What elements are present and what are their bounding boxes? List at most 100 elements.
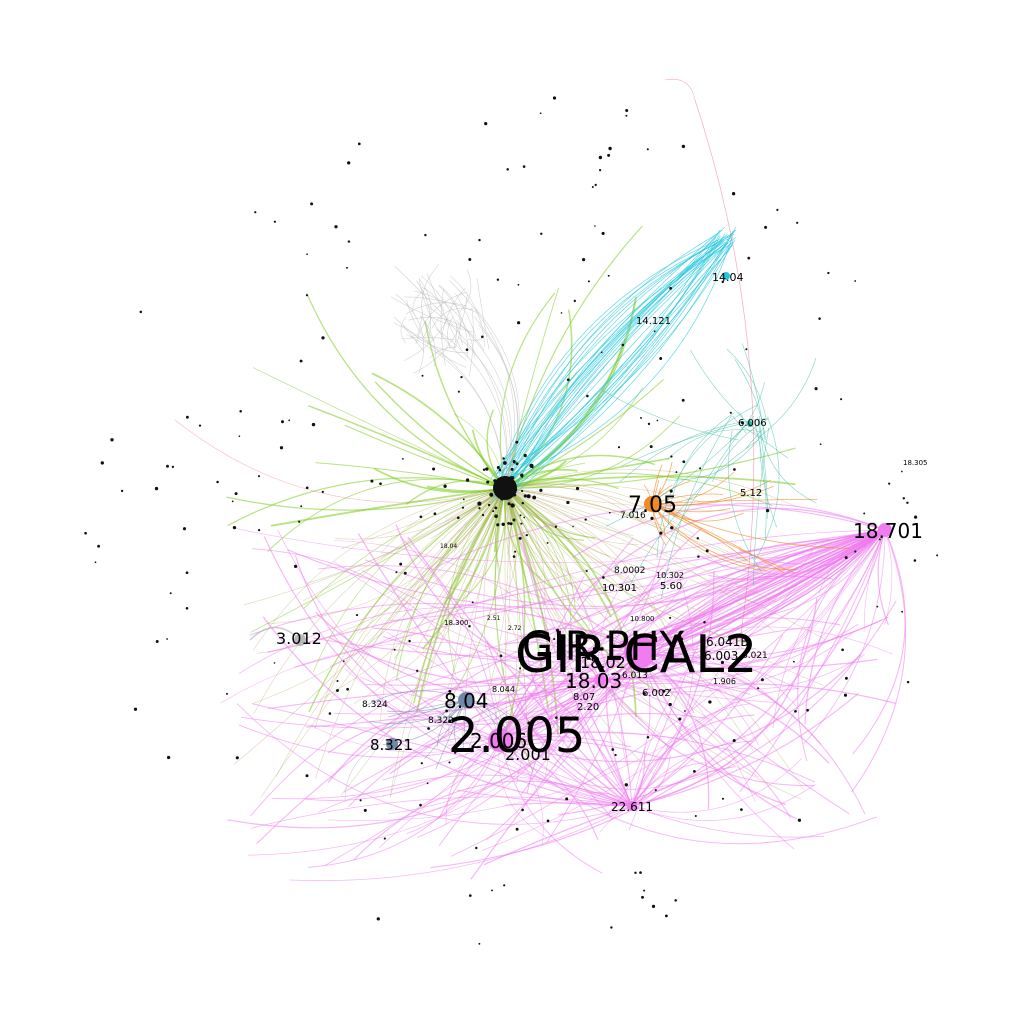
graph-edge xyxy=(390,529,886,622)
graph-node xyxy=(646,736,650,739)
graph-edge xyxy=(319,487,506,713)
graph-edge xyxy=(306,487,506,584)
graph-edge xyxy=(386,631,633,807)
graph-edge xyxy=(308,404,506,489)
graph-node xyxy=(336,680,339,682)
graph-edge xyxy=(664,78,696,101)
graph-edge xyxy=(499,732,688,741)
graph-node xyxy=(523,516,526,519)
graph-edge xyxy=(599,527,702,681)
hub-6006-node xyxy=(747,421,753,427)
graph-node xyxy=(740,808,743,811)
graph-node xyxy=(506,168,509,171)
node-label-6021: 6.021 xyxy=(742,651,768,661)
graph-node xyxy=(539,112,542,115)
graph-node xyxy=(621,343,625,347)
graph-node xyxy=(527,721,531,725)
graph-node xyxy=(646,148,649,151)
graph-edge xyxy=(260,487,506,798)
node-label-8322: 8.322 xyxy=(428,716,454,726)
graph-edge xyxy=(502,239,718,480)
graph-node xyxy=(854,550,857,553)
graph-edge xyxy=(249,603,641,653)
graph-node xyxy=(97,544,101,548)
graph-node xyxy=(231,500,234,503)
graph-node xyxy=(481,513,485,517)
graph-edge xyxy=(378,739,501,848)
graph-edge xyxy=(451,487,509,785)
graph-node xyxy=(336,689,339,692)
graph-node xyxy=(669,489,673,493)
graph-node xyxy=(235,756,239,760)
graph-node xyxy=(863,512,866,515)
label-layer: GIR-CAL2 GIR-PHY 2.005 18.701 7.05 3.012… xyxy=(276,271,928,814)
graph-node xyxy=(498,468,502,472)
graph-edge xyxy=(319,487,506,701)
graph-edge xyxy=(447,316,454,349)
graph-edge xyxy=(387,699,467,713)
graph-edge xyxy=(394,487,506,612)
graph-edge xyxy=(395,524,601,681)
graph-node xyxy=(546,541,549,544)
graph-edge xyxy=(639,651,850,815)
graph-edge xyxy=(851,529,906,793)
graph-edge xyxy=(393,487,506,660)
graph-node xyxy=(901,610,904,613)
graph-node xyxy=(818,317,821,320)
graph-node xyxy=(420,762,423,765)
graph-node xyxy=(419,515,423,519)
graph-edge xyxy=(516,227,737,482)
graph-node xyxy=(293,564,298,569)
graph-edge xyxy=(504,483,659,510)
graph-node xyxy=(133,707,138,711)
graph-node xyxy=(654,789,657,792)
node-label-10302: 10.302 xyxy=(656,571,684,580)
graph-edge xyxy=(631,783,816,821)
graph-edge xyxy=(344,424,506,489)
graph-edge xyxy=(499,538,831,741)
graph-node xyxy=(594,225,596,227)
graph-edge xyxy=(504,487,629,604)
graph-edge xyxy=(504,487,612,618)
graph-node xyxy=(120,489,124,493)
graph-edge xyxy=(419,278,432,338)
graph-node xyxy=(841,648,844,652)
graph-edge xyxy=(426,304,508,489)
graph-edge xyxy=(393,316,425,353)
graph-edge xyxy=(504,487,637,718)
graph-node xyxy=(470,722,473,725)
graph-node xyxy=(512,460,516,464)
graph-node xyxy=(169,592,172,595)
graph-edge xyxy=(333,540,601,681)
graph-node xyxy=(844,676,848,680)
graph-node xyxy=(760,678,764,682)
graph-edge xyxy=(505,231,734,503)
graph-edge xyxy=(395,487,506,681)
graph-edge xyxy=(220,641,601,704)
graph-node xyxy=(519,667,522,670)
graph-edge xyxy=(639,651,866,815)
graph-node xyxy=(684,710,686,712)
graph-edge xyxy=(651,503,749,562)
graph-edge xyxy=(504,487,725,568)
graph-edge xyxy=(324,679,601,866)
graph-node xyxy=(448,719,452,723)
hub-705-node xyxy=(644,496,660,512)
graph-edge xyxy=(262,616,633,807)
hub-label-3012: 3.012 xyxy=(276,629,322,648)
graph-edge xyxy=(340,487,506,796)
graph-edge xyxy=(504,487,568,683)
graph-edge xyxy=(665,529,886,670)
graph-node xyxy=(608,146,612,151)
graph-node xyxy=(906,501,909,505)
graph-edge xyxy=(501,241,725,474)
graph-edge xyxy=(734,359,767,441)
graph-edge xyxy=(417,310,423,336)
hub-1404-node xyxy=(722,272,730,280)
graph-node xyxy=(503,884,506,887)
graph-edge xyxy=(422,287,445,311)
graph-node xyxy=(566,500,570,505)
graph-node xyxy=(310,202,314,206)
hub-label-22611: 22.611 xyxy=(611,800,653,814)
